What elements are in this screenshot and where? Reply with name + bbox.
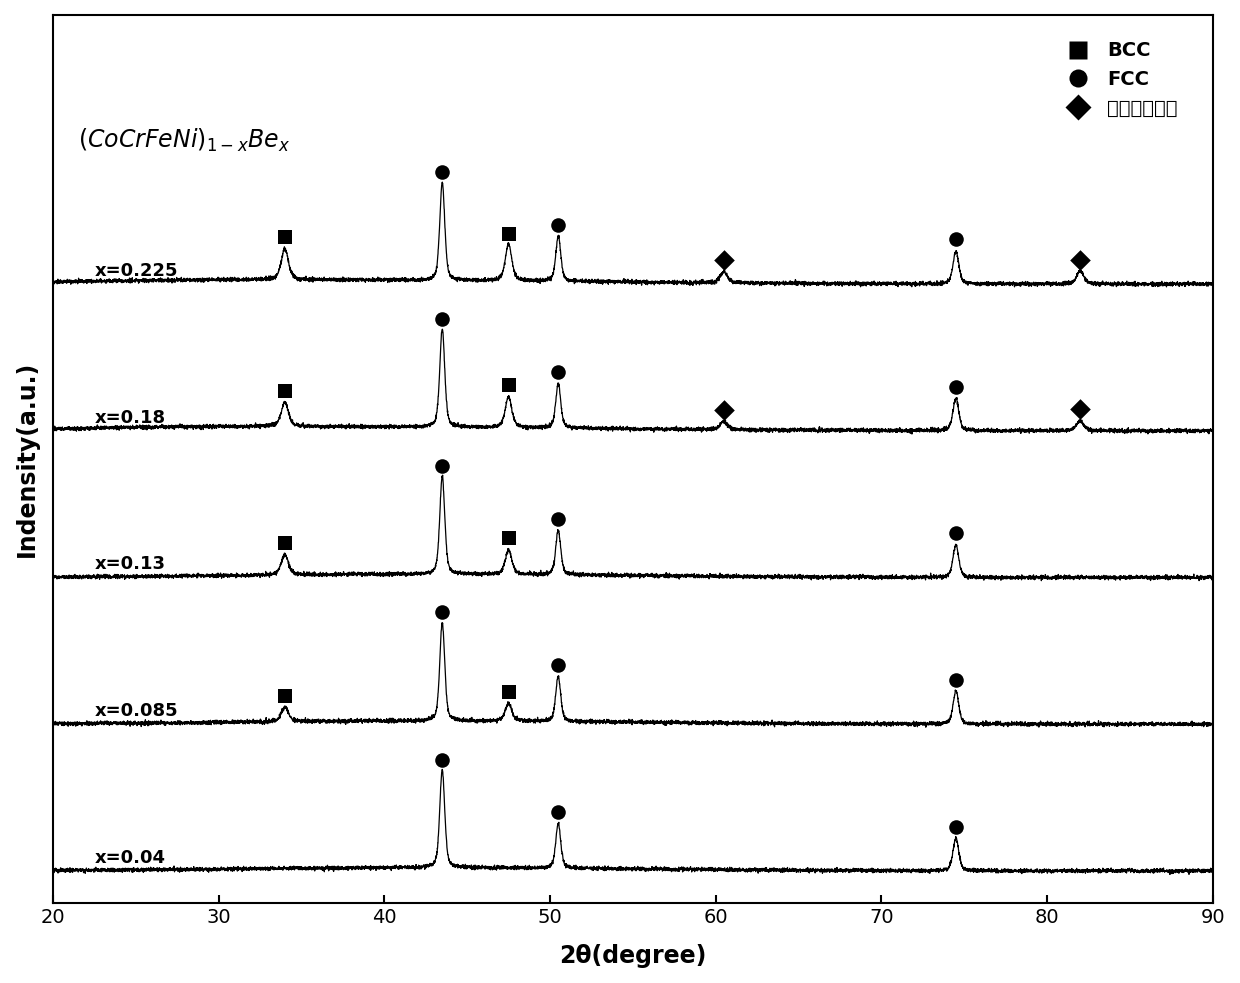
Point — [433, 312, 453, 327]
Point — [433, 164, 453, 180]
Point — [548, 365, 568, 380]
Point — [1070, 401, 1090, 417]
Legend: BCC, FCC, 金属间化合物: BCC, FCC, 金属间化合物 — [1052, 33, 1185, 126]
Point — [275, 688, 295, 704]
Point — [433, 604, 453, 619]
Point — [714, 253, 734, 268]
Point — [1070, 252, 1090, 267]
X-axis label: 2θ(degree): 2θ(degree) — [559, 944, 707, 968]
Point — [433, 752, 453, 768]
Text: x=0.13: x=0.13 — [94, 555, 165, 573]
Point — [714, 402, 734, 418]
Point — [498, 531, 518, 547]
Point — [275, 383, 295, 399]
Text: x=0.085: x=0.085 — [94, 702, 177, 721]
Point — [275, 536, 295, 551]
Point — [946, 672, 966, 688]
Point — [498, 377, 518, 393]
Text: x=0.04: x=0.04 — [94, 848, 165, 867]
Y-axis label: Indensity(a.u.): Indensity(a.u.) — [15, 361, 38, 557]
Point — [498, 684, 518, 700]
Text: $(CoCrFeNi)_{1-x}Be_x$: $(CoCrFeNi)_{1-x}Be_x$ — [78, 127, 290, 153]
Point — [433, 458, 453, 474]
Point — [275, 230, 295, 246]
Point — [946, 525, 966, 541]
Text: x=0.225: x=0.225 — [94, 261, 177, 280]
Point — [548, 511, 568, 527]
Text: x=0.18: x=0.18 — [94, 409, 165, 427]
Point — [548, 804, 568, 820]
Point — [548, 217, 568, 233]
Point — [946, 379, 966, 395]
Point — [548, 658, 568, 673]
Point — [946, 232, 966, 248]
Point — [946, 819, 966, 835]
Point — [498, 226, 518, 242]
